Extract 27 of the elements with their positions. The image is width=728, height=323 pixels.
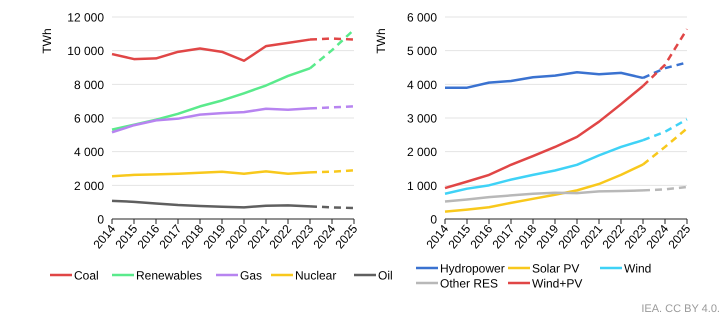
y-tick-label: 0: [430, 212, 438, 226]
y-tick-label: 6 000: [406, 10, 438, 24]
y-axis-title: TWh: [374, 28, 388, 54]
legend-label: Nuclear: [295, 268, 336, 282]
legend-label: Coal: [74, 268, 99, 282]
y-tick-label: 3 000: [406, 112, 438, 126]
y-tick-label: 1 000: [406, 178, 438, 193]
y-tick-label: 4 000: [74, 145, 104, 160]
legend-label: Oil: [378, 268, 393, 282]
legend-label: Wind: [624, 262, 652, 276]
y-tick-label: 10 000: [67, 44, 104, 58]
legend-label: Hydropower: [440, 262, 505, 276]
legend-label: Gas: [240, 268, 262, 282]
y-tick-label: 0: [97, 212, 104, 226]
y-axis-title: TWh: [40, 28, 54, 54]
legend-label: Renewables: [136, 268, 202, 282]
legend-label: Solar PV: [532, 262, 580, 276]
y-tick-label: 8 000: [74, 78, 104, 92]
text: IEA. CC BY 4.0.: [641, 303, 720, 315]
y-tick-label: 5 000: [406, 44, 438, 58]
legend-label: Wind+PV: [532, 276, 582, 290]
y-tick-label: 12 000: [67, 10, 104, 24]
y-tick-label: 6 000: [74, 112, 104, 126]
y-tick-label: 4 000: [406, 78, 438, 92]
y-tick-label: 2 000: [74, 178, 104, 193]
legend-label: Other RES: [440, 276, 498, 290]
y-tick-label: 2 000: [406, 145, 438, 160]
